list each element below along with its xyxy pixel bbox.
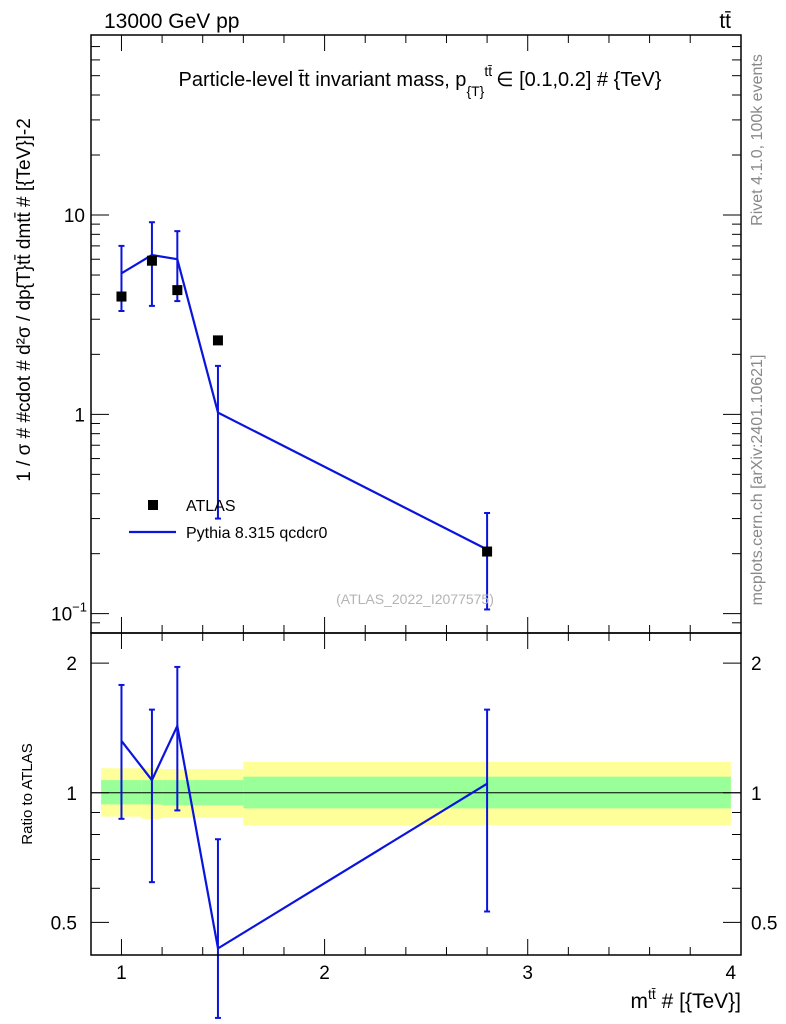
data-markers xyxy=(116,255,493,557)
ratio-error-bars xyxy=(118,665,491,1019)
atlas-data-point xyxy=(146,255,157,266)
x-axis-label: mtt̄ # [{TeV}] xyxy=(630,986,741,1013)
mc-line xyxy=(120,253,488,551)
main-y-axis-label: 1 / σ # #cdot # d²σ / dp{T}tt̄ dmtt̄ # [… xyxy=(14,118,35,482)
x-axis-label-base: m xyxy=(630,990,648,1013)
legend-mc-label: Pythia 8.315 qcdcr0 xyxy=(186,525,328,542)
main-y-tick-label: 10−1 xyxy=(51,600,87,626)
header-energy: 13000 GeV pp xyxy=(104,10,239,33)
x-axis-label-sup: tt̄ xyxy=(648,986,656,1002)
x-tick-label: 3 xyxy=(522,963,533,984)
plot-title-main: Particle-level t̄t invariant mass, p xyxy=(179,69,467,91)
ratio-y-tick-label-left: 1 xyxy=(66,784,77,805)
atlas-data-point xyxy=(212,335,223,346)
rivet-label: Rivet 4.1.0, 100k events xyxy=(749,54,766,226)
atlas-data-point xyxy=(482,546,493,557)
ratio-ticks xyxy=(91,633,741,955)
plot-title-sup: tt̄ xyxy=(484,63,492,79)
main-y-tick-label-base: 10 xyxy=(51,605,72,626)
legend-atlas-label: ATLAS xyxy=(186,498,236,515)
main-y-tick-label-exp: −1 xyxy=(72,600,87,615)
plot-title-tail: ∈ [0.1,0.2] # {TeV} xyxy=(496,69,662,91)
ratio-bands xyxy=(101,761,731,826)
x-tick-label: 1 xyxy=(116,963,127,984)
main-ticks xyxy=(91,34,741,634)
mcplots-label: mcplots.cern.ch [arXiv:2401.10621] xyxy=(749,355,766,606)
legend-atlas-marker xyxy=(148,500,158,510)
x-axis-label-tail: # [{TeV}] xyxy=(656,990,741,1013)
ratio-y-tick-label-right: 2 xyxy=(751,654,762,675)
ratio-frame xyxy=(90,632,742,956)
ratio-y-tick-label-left: 2 xyxy=(66,654,77,675)
ratio-y-axis-label: Ratio to ATLAS xyxy=(19,743,36,844)
ratio-tick-labels: 0.5 0.5 1 1 2 2 1 2 3 4 xyxy=(51,654,778,984)
main-y-tick-label: 10 xyxy=(64,206,85,227)
ratio-mc-line xyxy=(120,722,488,951)
atlas-data-point xyxy=(172,285,183,296)
ratio-panel: 0.5 0.5 1 1 2 2 1 2 3 4 Ratio to ATLAS mtt̄ # [{T… xyxy=(19,632,778,1019)
ratio-y-tick-label-left: 0.5 xyxy=(51,913,77,934)
plot-title-sub: {T} xyxy=(466,83,484,99)
atlas-data-point xyxy=(116,291,127,302)
header-process: tt̄ xyxy=(719,10,731,33)
main-y-tick-label: 1 xyxy=(74,405,85,426)
plot-title: Particle-level t̄t invariant mass, p{T}t… xyxy=(179,63,662,99)
x-tick-label: 4 xyxy=(726,963,737,984)
ratio-y-tick-label-right: 1 xyxy=(751,784,762,805)
analysis-label: (ATLAS_2022_I2077575) xyxy=(336,591,494,607)
ratio-y-tick-label-right: 0.5 xyxy=(751,913,777,934)
x-tick-label: 2 xyxy=(319,963,330,984)
